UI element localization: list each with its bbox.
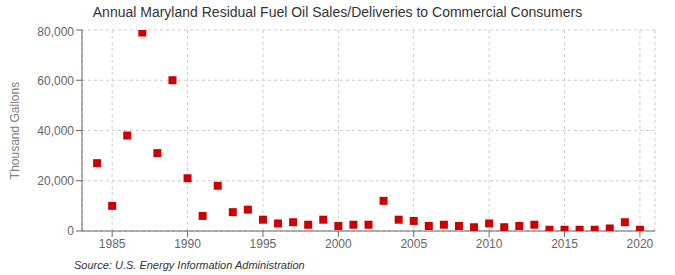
svg-text:2020: 2020 — [627, 237, 654, 251]
svg-text:2010: 2010 — [476, 237, 503, 251]
svg-text:1985: 1985 — [99, 237, 126, 251]
svg-text:40,000: 40,000 — [37, 124, 74, 138]
svg-text:2015: 2015 — [551, 237, 578, 251]
html-text:Source: U.S. Energy Informatio: Source: U.S. Energy Information Administ… — [74, 259, 305, 271]
svg-text:80,000: 80,000 — [37, 25, 74, 39]
html-text:Annual Maryland Residual Fuel: Annual Maryland Residual Fuel Oil Sales/… — [92, 4, 583, 20]
svg-text:Thousand Gallons: Thousand Gallons — [8, 82, 22, 179]
svg-text:0: 0 — [67, 224, 74, 238]
svg-text:2000: 2000 — [325, 237, 352, 251]
svg-text:60,000: 60,000 — [37, 74, 74, 88]
svg-text:1990: 1990 — [174, 237, 201, 251]
svg-text:20,000: 20,000 — [37, 174, 74, 188]
svg-text:1995: 1995 — [250, 237, 277, 251]
svg-text:2005: 2005 — [400, 237, 427, 251]
